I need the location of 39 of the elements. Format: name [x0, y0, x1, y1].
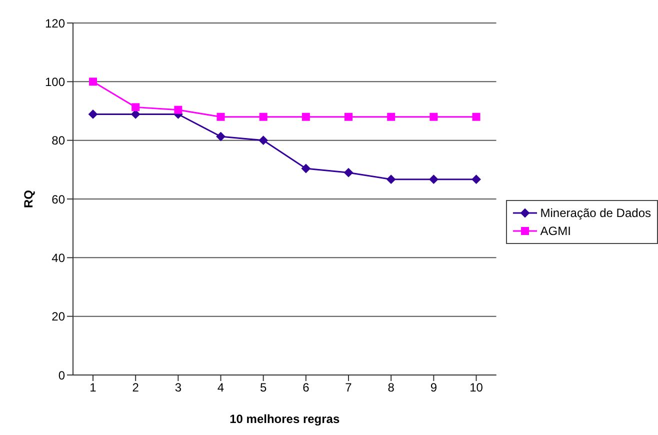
point: [132, 103, 140, 112]
point: [259, 112, 268, 121]
x-tick-label: 10: [470, 380, 484, 395]
x-tick-label: 2: [132, 380, 140, 395]
point: [386, 174, 396, 184]
point: [429, 174, 438, 184]
point: [301, 164, 310, 173]
legend-label: AGMI: [540, 224, 571, 238]
x-tick-label: 8: [388, 380, 395, 395]
point: [344, 168, 354, 178]
point: [89, 78, 97, 86]
point: [216, 112, 225, 121]
point: [216, 132, 226, 142]
legend-label: Mineração de Dados: [540, 206, 651, 220]
point: [387, 112, 396, 121]
y-tick-label: 100: [44, 74, 66, 89]
y-tick-label: 60: [52, 192, 66, 206]
point: [472, 112, 480, 121]
x-tick-label: 7: [345, 380, 352, 395]
x-tick-label: 5: [260, 380, 267, 395]
point: [302, 112, 310, 121]
point: [344, 112, 353, 121]
y-tick-label: 120: [44, 16, 66, 30]
y-tick-label: 0: [58, 368, 66, 382]
x-tick-label: 4: [217, 380, 224, 395]
point: [174, 106, 182, 114]
y-tick-label: 20: [52, 310, 66, 324]
point: [472, 174, 481, 184]
x-tick-label: 6: [302, 380, 310, 395]
x-axis-title: 10 melhores regras: [230, 412, 340, 426]
x-tick-label: 3: [174, 380, 182, 395]
point: [88, 110, 98, 119]
y-axis-title: RQ: [21, 190, 36, 208]
y-tick-label: 80: [52, 134, 66, 148]
x-tick-label: 9: [430, 380, 438, 395]
point: [430, 112, 438, 121]
point: [258, 136, 268, 145]
y-tick-label: 40: [52, 250, 66, 265]
x-tick-label: 1: [90, 380, 97, 395]
